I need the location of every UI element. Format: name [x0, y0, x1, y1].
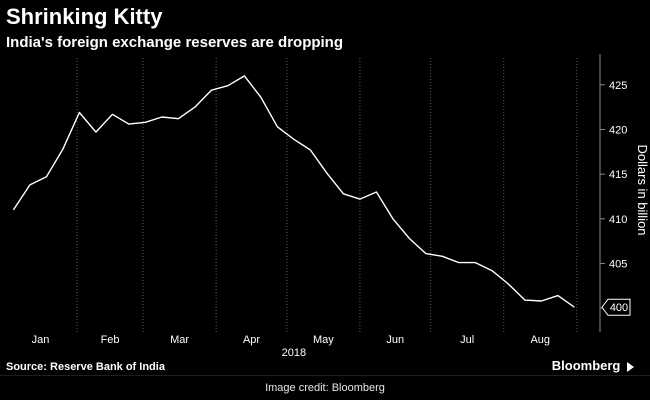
y-tick-label: 405 — [609, 258, 627, 270]
credit-bar: Image credit: Bloomberg — [0, 375, 650, 400]
y-axis-label: Dollars in billion — [635, 144, 650, 235]
last-value-flag — [601, 298, 631, 316]
x-tick-label: Aug — [530, 334, 550, 346]
x-axis-year-label: 2018 — [282, 347, 306, 359]
x-tick-label: Feb — [101, 334, 120, 346]
x-tick-label: Apr — [243, 334, 260, 346]
chart-title: Shrinking Kitty — [6, 4, 163, 29]
x-tick-label: Jan — [32, 334, 50, 346]
series-line — [12, 75, 575, 308]
chart-subtitle: India's foreign exchange reserves are dr… — [6, 34, 344, 51]
x-tick-label: Mar — [170, 334, 189, 346]
y-tick-label: 410 — [609, 214, 627, 226]
brand-arrow-icon — [627, 361, 634, 372]
x-tick-label: May — [313, 334, 334, 346]
y-tick-label: 420 — [609, 124, 627, 136]
y-tick-label: 425 — [609, 80, 627, 92]
last-value-label: 400 — [610, 302, 628, 314]
x-tick-label: Jun — [386, 334, 404, 346]
source-note: Source: Reserve Bank of India — [6, 361, 165, 373]
brand-label: Bloomberg — [552, 358, 634, 373]
image-credit: Image credit: Bloomberg — [265, 382, 385, 394]
brand-name: Bloomberg — [551, 358, 621, 373]
x-tick-label: Jul — [460, 334, 474, 346]
y-tick-label: 415 — [609, 169, 627, 181]
